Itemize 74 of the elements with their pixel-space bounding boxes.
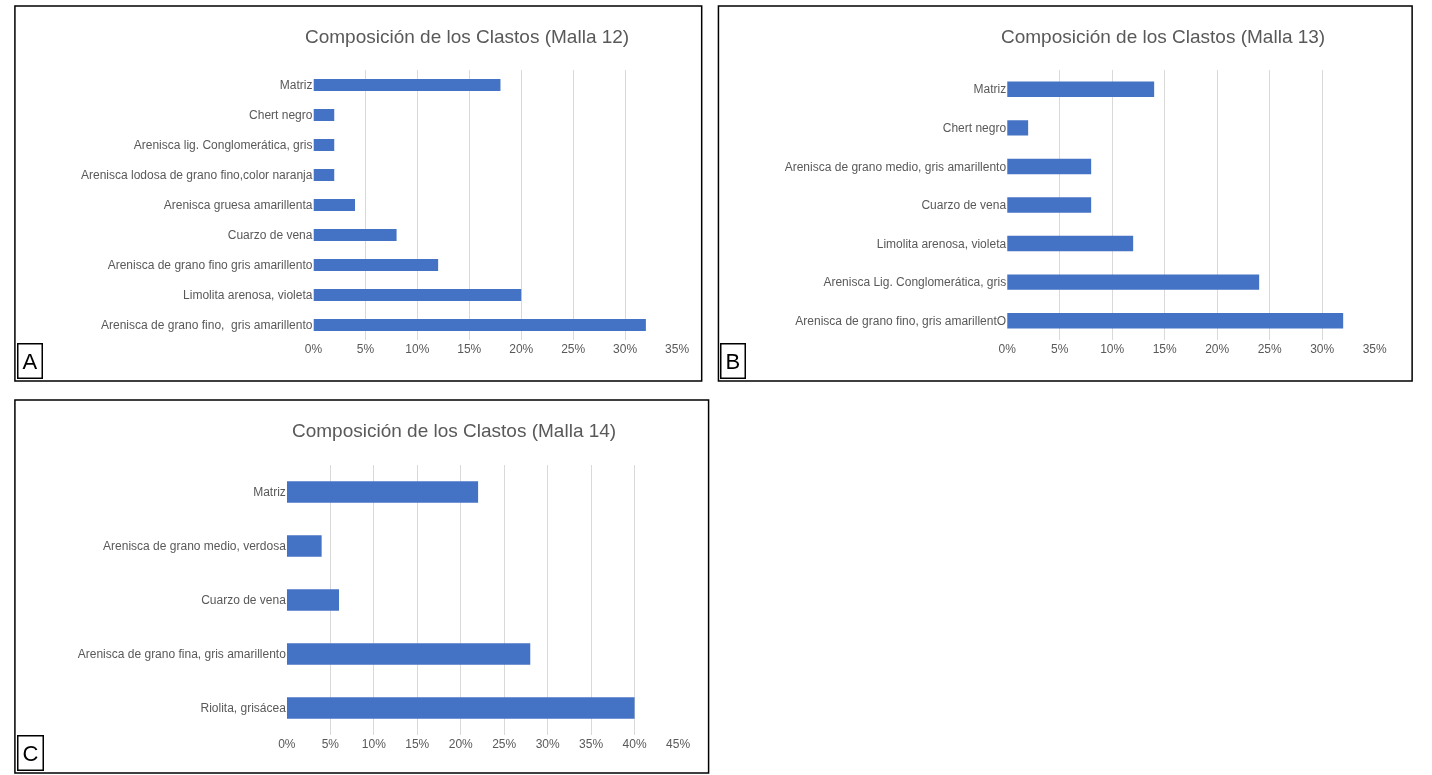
chart-title: Composición de los Clastos (Malla 12) — [305, 26, 630, 47]
text: B — [725, 348, 741, 374]
y-tick-label: Arenisca de grano fino gris amarillento — [107, 258, 313, 273]
y-tick-label: Arenisca de grano fino, gris amarillentO — [795, 313, 1007, 328]
x-tick-label: 5% — [356, 342, 375, 356]
x-tick-label: 45% — [666, 737, 691, 751]
x-tick-label: 10% — [1100, 342, 1125, 356]
y-tick-label: Matriz — [973, 82, 1007, 97]
y-tick-label: Arenisca de grano medio, verdosa — [103, 539, 287, 554]
bar — [313, 109, 335, 121]
bar — [286, 643, 531, 665]
y-tick-label: Arenisca lig. Conglomerática, gris — [133, 138, 313, 153]
x-tick-label: 5% — [1050, 342, 1069, 356]
x-tick-label: 30% — [613, 342, 638, 356]
x-tick-label: 15% — [405, 737, 430, 751]
x-tick-label: 20% — [1205, 342, 1230, 356]
y-tick-label: Arenisca Lig. Conglomerática, gris — [823, 275, 1007, 290]
y-tick-label: Arenisca gruesa amarillenta — [163, 198, 313, 213]
bar — [313, 319, 646, 331]
bar — [313, 169, 335, 181]
bar — [286, 535, 322, 557]
y-tick-label: Cuarzo de vena — [227, 228, 313, 243]
y-tick-label: Chert negro — [249, 108, 313, 123]
bar — [286, 481, 479, 503]
y-tick-label: Riolita, grisácea — [200, 701, 287, 716]
x-tick-label: 30% — [1310, 342, 1335, 356]
y-tick-label: Chert negro — [942, 121, 1007, 136]
bar — [1007, 120, 1029, 136]
bar — [1007, 158, 1092, 175]
text: C — [22, 740, 39, 766]
bar — [313, 199, 356, 211]
bar — [1007, 235, 1134, 252]
y-tick-label: Cuarzo de vena — [201, 593, 287, 608]
x-tick-label: 35% — [665, 342, 690, 356]
bar — [1007, 81, 1155, 97]
bar — [313, 139, 335, 151]
x-tick-label: 0% — [304, 342, 323, 356]
x-tick-label: 40% — [622, 737, 647, 751]
text: A — [22, 348, 38, 374]
y-tick-label: Matriz — [279, 78, 313, 93]
x-tick-label: 15% — [1152, 342, 1177, 356]
x-tick-label: 25% — [1257, 342, 1282, 356]
x-tick-label: 0% — [998, 342, 1017, 356]
chart-title: Composición de los Clastos (Malla 13) — [1001, 26, 1326, 47]
y-tick-label: Limolita arenosa, violeta — [183, 288, 313, 303]
y-tick-label: Arenisca de grano fina, gris amarillento — [77, 647, 287, 662]
x-tick-label: 25% — [561, 342, 586, 356]
x-tick-label: 0% — [278, 737, 296, 751]
x-tick-label: 15% — [457, 342, 482, 356]
x-tick-label: 5% — [321, 737, 340, 751]
bar — [313, 289, 522, 301]
x-tick-label: 20% — [509, 342, 534, 356]
y-tick-label: Cuarzo de vena — [921, 198, 1007, 213]
y-tick-label: Limolita arenosa, violeta — [876, 236, 1007, 251]
y-tick-label: Arenisca de grano fino, gris amarillento — [101, 318, 313, 333]
x-tick-label: 30% — [535, 737, 560, 751]
x-tick-label: 10% — [405, 342, 430, 356]
bar — [313, 79, 501, 91]
x-tick-label: 35% — [1362, 342, 1388, 356]
y-tick-label: Matriz — [253, 485, 286, 500]
x-tick-label: 20% — [448, 737, 474, 751]
x-tick-label: 25% — [492, 737, 517, 751]
bar — [1007, 197, 1092, 213]
bar — [313, 229, 397, 241]
x-tick-label: 10% — [361, 737, 387, 751]
bar — [1007, 313, 1344, 329]
bar — [313, 259, 439, 271]
bar — [286, 697, 635, 719]
bar — [1007, 274, 1260, 290]
chart-title: Composición de los Clastos (Malla 14) — [292, 420, 617, 441]
y-tick-label: Arenisca de grano medio, gris amarillento — [784, 159, 1007, 174]
bar — [286, 589, 340, 611]
x-tick-label: 35% — [579, 737, 604, 751]
y-tick-label: Arenisca lodosa de grano fino,color naranja — [80, 168, 313, 183]
